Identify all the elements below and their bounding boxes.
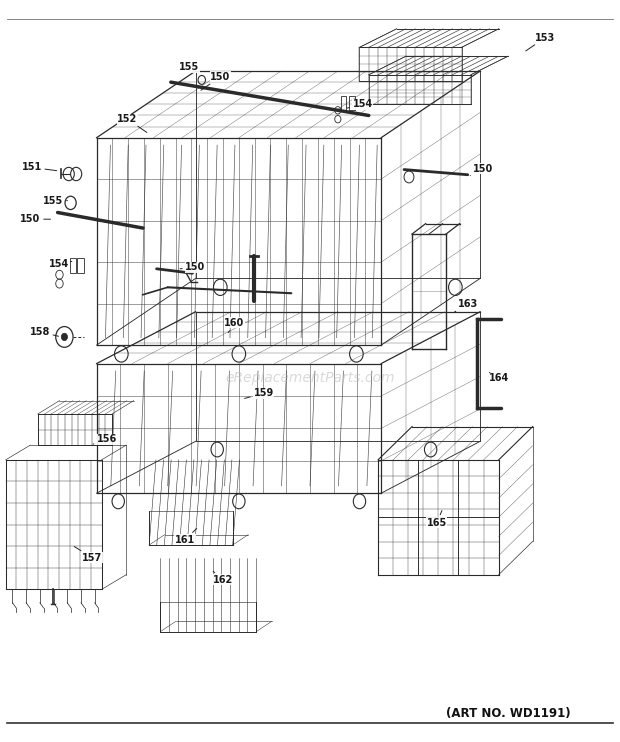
Text: 155: 155 — [179, 62, 200, 75]
Text: 150: 150 — [470, 164, 494, 176]
Circle shape — [61, 333, 68, 341]
Text: 150: 150 — [180, 263, 206, 272]
Bar — [349, 96, 355, 110]
Text: 152: 152 — [117, 114, 147, 132]
Text: (ART NO. WD1191): (ART NO. WD1191) — [446, 706, 570, 720]
Text: 156: 156 — [93, 434, 117, 444]
Text: 150: 150 — [20, 214, 50, 224]
Bar — [78, 258, 84, 273]
Text: 160: 160 — [224, 318, 245, 332]
Text: 157: 157 — [74, 547, 102, 562]
Bar — [341, 96, 347, 110]
Text: 154: 154 — [50, 259, 72, 269]
Text: eReplacementParts.com: eReplacementParts.com — [225, 372, 395, 385]
Text: 163: 163 — [454, 299, 478, 312]
Text: 154: 154 — [347, 99, 373, 109]
Text: 151: 151 — [22, 162, 56, 172]
Text: 158: 158 — [30, 326, 59, 337]
Bar — [70, 258, 76, 273]
Text: 165: 165 — [427, 510, 447, 528]
Text: 164: 164 — [489, 372, 509, 384]
Text: 159: 159 — [245, 388, 273, 398]
Text: 161: 161 — [175, 528, 197, 545]
Text: 153: 153 — [526, 33, 555, 51]
Text: 155: 155 — [43, 196, 68, 206]
Text: 150: 150 — [201, 72, 231, 91]
Text: 162: 162 — [213, 571, 234, 585]
